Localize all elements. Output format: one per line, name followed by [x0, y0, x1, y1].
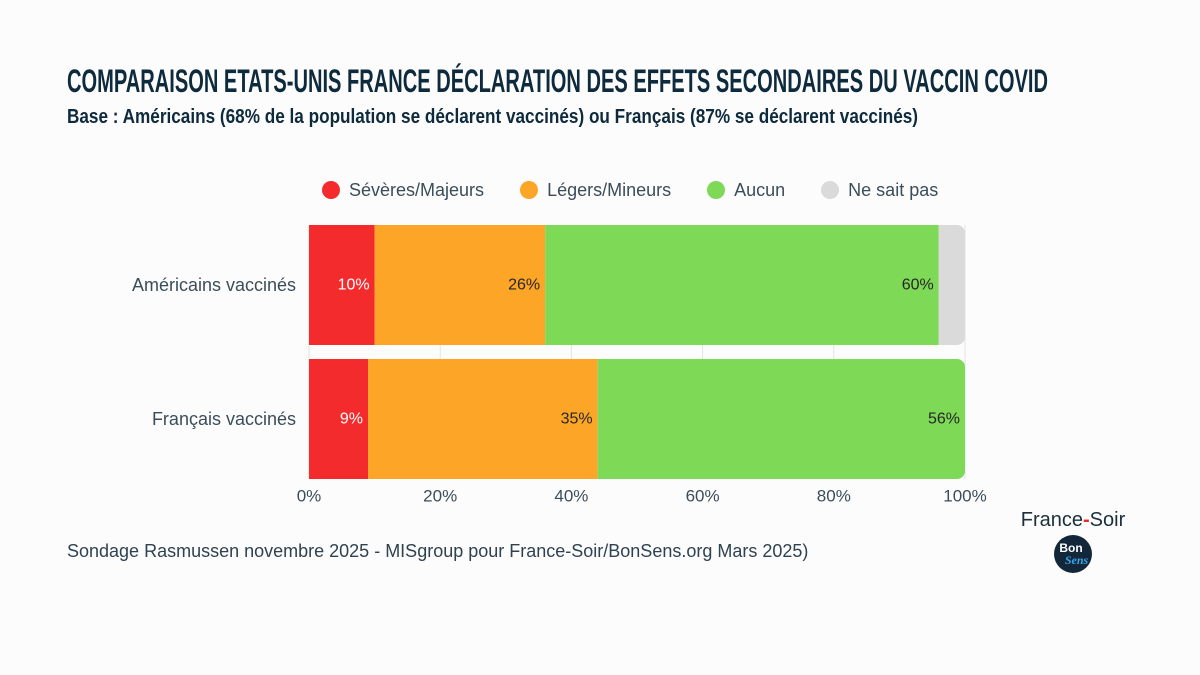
france-soir-wordmark: France-Soir [1021, 508, 1126, 532]
bar-segment-americains-vaccines-aucun [545, 225, 939, 345]
legend-item-ne-sait-pas: Ne sait pas [821, 179, 938, 201]
bar-segment-francais-vaccines-severes-majeurs [309, 359, 369, 479]
bar-segment-francais-vaccines-aucun [597, 359, 965, 479]
x-tick-label-100: 100% [943, 487, 986, 506]
page-subtitle: Base : Américains (68% de la population … [67, 106, 918, 128]
badge-text-bon: Bon [1059, 541, 1083, 555]
data-label-americains-vaccines-legers-mineurs: 26% [508, 277, 540, 294]
data-label-francais-vaccines-severes-majeurs: 9% [340, 411, 363, 428]
bar-labels-americains-vaccines: 10% 26% 60% [338, 277, 934, 294]
legend-label-ne-sait-pas: Ne sait pas [848, 180, 939, 200]
stacked-bar-chart: 10% 26% 60% Américains vaccinés 9% 35% 56% Fran… [132, 225, 987, 506]
data-label-francais-vaccines-legers-mineurs: 35% [561, 411, 593, 428]
legend-swatch-legers-mineurs [520, 181, 539, 199]
x-tick-label-40: 40% [554, 487, 588, 506]
page-title: COMPARAISON ETATS-UNIS FRANCE DÉCLARATIO… [67, 63, 1048, 99]
heading: COMPARAISON ETATS-UNIS FRANCE DÉCLARATIO… [67, 63, 1048, 128]
data-label-americains-vaccines-severes-majeurs: 10% [338, 277, 370, 294]
wordmark-soir: Soir [1089, 509, 1126, 531]
x-tick-label-60: 60% [686, 487, 720, 506]
x-axis: 0% 20% 40% 60% 80% 100% [297, 487, 987, 506]
bar-segment-americains-vaccines-legers-mineurs [374, 225, 546, 345]
legend-swatch-severes-majeurs [322, 181, 340, 199]
bar-segment-francais-vaccines-legers-mineurs [368, 359, 598, 479]
chart-legend: Sévères/Majeurs Légers/Mineurs Aucun Ne … [322, 179, 938, 201]
bar-labels-francais-vaccines: 9% 35% 56% [340, 411, 960, 428]
wordmark-france: France [1020, 509, 1083, 531]
legend-swatch-aucun [707, 181, 726, 199]
x-tick-label-80: 80% [817, 487, 851, 506]
legend-label-aucun: Aucun [734, 180, 786, 200]
wordmark-separator: - [1083, 509, 1090, 531]
badge-text-sens: Sens [1064, 553, 1089, 567]
data-label-francais-vaccines-aucun: 56% [928, 411, 960, 428]
x-tick-label-20: 20% [423, 487, 457, 506]
legend-label-severes-majeurs: Sévères/Majeurs [349, 180, 485, 200]
legend-swatch-ne-sait-pas [821, 181, 840, 199]
bar-francais-vaccines [309, 359, 965, 479]
bonsens-badge: Bon Sens [1054, 535, 1092, 573]
legend-label-legers-mineurs: Légers/Mineurs [547, 180, 672, 200]
bar-segment-americains-vaccines-severes-majeurs [309, 225, 375, 345]
legend-item-severes-majeurs: Sévères/Majeurs [322, 179, 484, 201]
category-label-francais-vaccines: Français vaccinés [152, 409, 296, 429]
bar-americains-vaccines [309, 225, 965, 345]
category-label-americains-vaccines: Américains vaccinés [132, 275, 296, 295]
x-tick-label-0: 0% [297, 487, 322, 506]
data-label-americains-vaccines-aucun: 60% [902, 277, 934, 294]
legend-item-aucun: Aucun [707, 179, 785, 201]
france-soir-logo: France-Soir Bon Sens [1003, 508, 1143, 573]
source-note: Sondage Rasmussen novembre 2025 - MISgro… [67, 541, 809, 561]
bar-segment-americains-vaccines-ne-sait-pas [938, 225, 965, 345]
legend-item-legers-mineurs: Légers/Mineurs [520, 179, 671, 201]
